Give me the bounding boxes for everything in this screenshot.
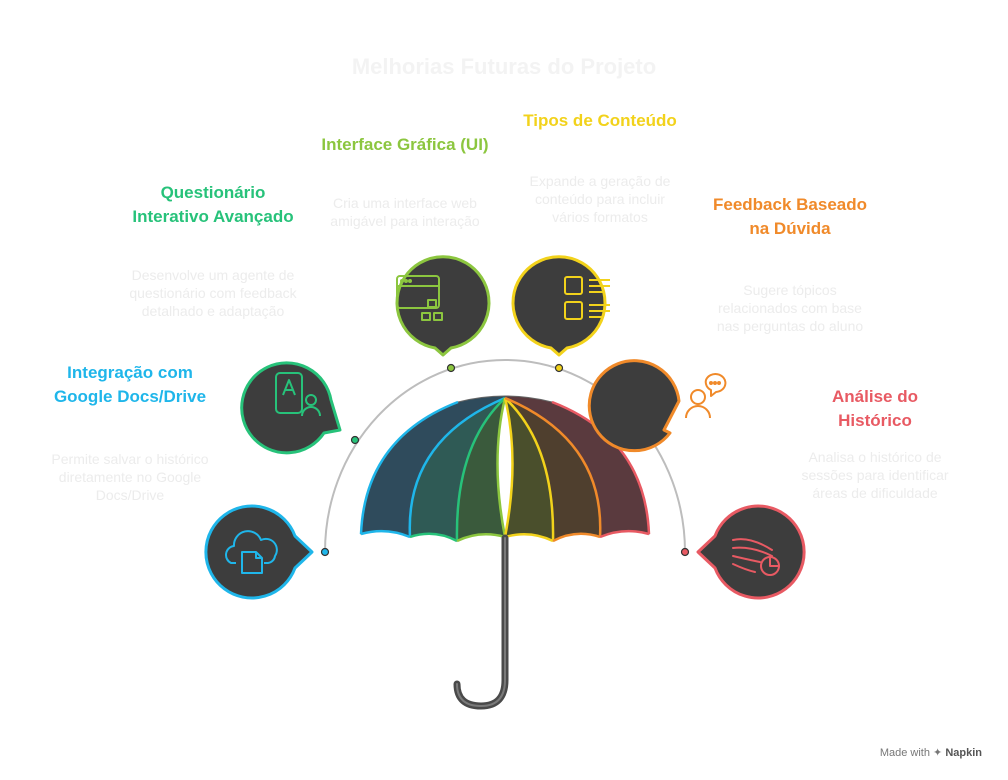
footer-prefix: Made with — [879, 747, 930, 759]
connector-arc — [324, 359, 686, 553]
node-questionario — [240, 361, 342, 455]
umbrella-handle — [453, 534, 509, 710]
item-title-analise: Análise do Histórico — [832, 387, 918, 430]
analytics-chart-icon — [732, 538, 780, 576]
footer-brand: Napkin — [945, 747, 982, 759]
item-title-tipos-conteudo: Tipos de Conteúdo — [523, 111, 677, 130]
item-desc-analise: Analisa o histórico de sessões para iden… — [801, 449, 949, 501]
cloud-document-icon — [225, 530, 278, 574]
item-desc-google-docs: Permite salvar o histórico diretamente n… — [51, 451, 209, 503]
item-desc-feedback: Sugere tópicos relacionados com base nas… — [716, 282, 864, 334]
node-google-docs — [204, 504, 314, 600]
web-window-icon — [396, 275, 443, 321]
thinking-person-icon — [685, 373, 727, 419]
item-title-feedback: Feedback Baseado na Dúvida — [712, 195, 867, 238]
node-feedback — [587, 359, 727, 453]
content-grid-icon — [564, 276, 610, 320]
item-title-questionario: Questionário Interativo Avançado — [132, 183, 294, 226]
umbrella-canopy — [359, 395, 651, 543]
napkin-watermark: Made with ✦ Napkin — [880, 746, 982, 759]
napkin-logo-icon: ✦ — [933, 747, 943, 759]
item-desc-questionario: Desenvolve um agente de questionário com… — [129, 267, 297, 319]
item-title-google-docs: Integração com Google Docs/Drive — [53, 363, 207, 406]
item-title-interface: Interface Gráfica (UI) — [321, 135, 489, 154]
item-desc-interface: Cria uma interface web amigável para int… — [330, 195, 480, 229]
arc-dots — [320, 363, 690, 557]
quiz-user-icon — [275, 372, 321, 417]
node-analise — [696, 504, 806, 600]
node-tipos-conteudo — [511, 255, 610, 357]
node-interface — [395, 255, 491, 357]
item-desc-tipos-conteudo: Expande a geração de conteúdo para inclu… — [529, 173, 671, 225]
page-title: Melhorias Futuras do Projeto — [351, 54, 657, 79]
